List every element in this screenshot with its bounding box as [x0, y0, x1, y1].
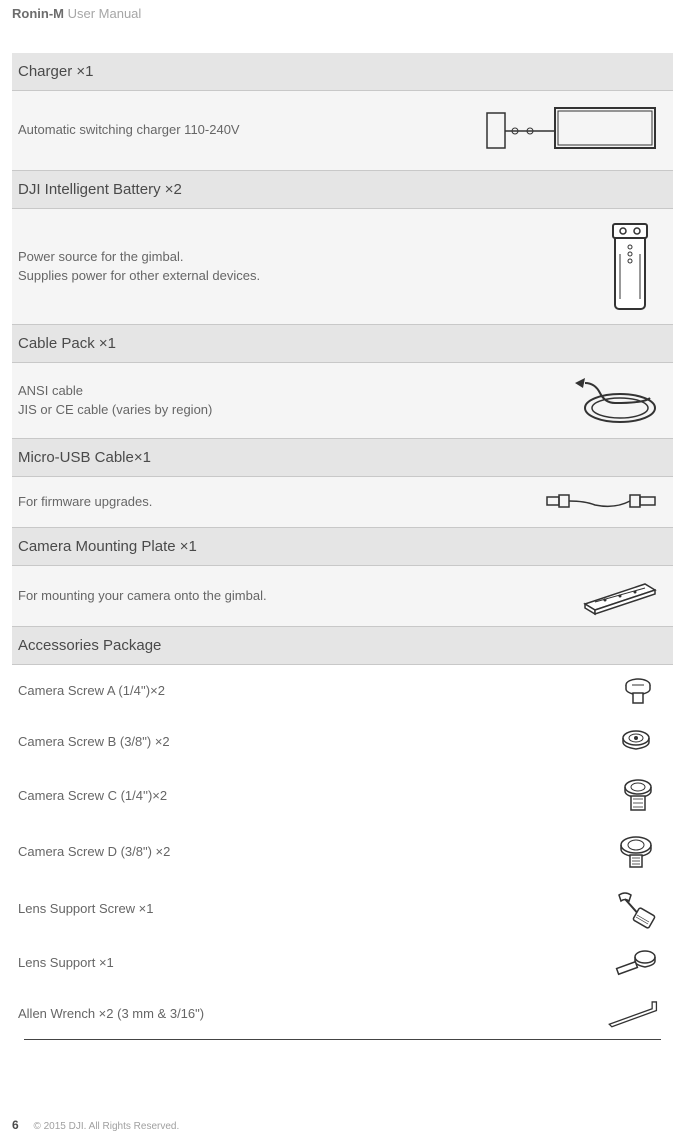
copyright-text: © 2015 DJI. All Rights Reserved.: [33, 1121, 179, 1132]
accessory-row: Lens Support ×1: [12, 937, 673, 988]
accessory-label: Camera Screw B (3/8") ×2: [18, 734, 170, 749]
microusb-icon: [545, 487, 665, 517]
section-body-charger: Automatic switching charger 110-240V: [12, 91, 673, 171]
manual-label: User Manual: [64, 6, 141, 21]
accessory-row: Lens Support Screw ×1: [12, 879, 673, 937]
section-header-accessories: Accessories Package: [12, 627, 673, 665]
allen-wrench-icon: [605, 996, 665, 1031]
accessory-label: Allen Wrench ×2 (3 mm & 3/16"): [18, 1006, 204, 1021]
screw-b-icon: [605, 724, 665, 759]
screw-d-icon: [605, 831, 665, 871]
accessory-row: Camera Screw C (1/4'')×2: [12, 767, 673, 823]
charger-desc: Automatic switching charger 110-240V: [18, 121, 240, 140]
microusb-desc: For firmware upgrades.: [18, 493, 152, 512]
page-footer: 6 © 2015 DJI. All Rights Reserved.: [12, 1118, 179, 1132]
cablepack-desc: ANSI cableJIS or CE cable (varies by reg…: [18, 382, 212, 420]
content-area: Charger ×1 Automatic switching charger 1…: [0, 25, 685, 1040]
battery-icon: [595, 219, 665, 314]
plate-icon: [575, 576, 665, 616]
screw-a-icon: [605, 673, 665, 708]
section-header-plate: Camera Mounting Plate ×1: [12, 528, 673, 566]
manual-header: Ronin-M User Manual: [0, 0, 685, 25]
section-header-microusb: Micro-USB Cable×1: [12, 439, 673, 477]
accessory-label: Camera Screw C (1/4'')×2: [18, 788, 167, 803]
accessories-list: Camera Screw A (1/4'')×2 Camera Screw B …: [12, 665, 673, 1039]
section-header-battery: DJI Intelligent Battery ×2: [12, 171, 673, 209]
screw-c-icon: [605, 775, 665, 815]
lens-support-icon: [605, 945, 665, 980]
accessory-row: Camera Screw A (1/4'')×2: [12, 665, 673, 716]
accessory-label: Lens Support ×1: [18, 955, 114, 970]
section-body-microusb: For firmware upgrades.: [12, 477, 673, 528]
accessory-row: Camera Screw B (3/8") ×2: [12, 716, 673, 767]
section-body-battery: Power source for the gimbal.Supplies pow…: [12, 209, 673, 325]
section-header-cablepack: Cable Pack ×1: [12, 325, 673, 363]
battery-desc: Power source for the gimbal.Supplies pow…: [18, 248, 260, 286]
section-body-plate: For mounting your camera onto the gimbal…: [12, 566, 673, 627]
bottom-rule: [24, 1039, 661, 1040]
section-body-cablepack: ANSI cableJIS or CE cable (varies by reg…: [12, 363, 673, 439]
plate-desc: For mounting your camera onto the gimbal…: [18, 587, 267, 606]
section-header-charger: Charger ×1: [12, 53, 673, 91]
accessory-label: Camera Screw A (1/4'')×2: [18, 683, 165, 698]
accessory-label: Lens Support Screw ×1: [18, 901, 154, 916]
cablepack-icon: [565, 373, 665, 428]
accessory-label: Camera Screw D (3/8") ×2: [18, 844, 170, 859]
product-name: Ronin-M: [12, 6, 64, 21]
lens-screw-icon: [605, 887, 665, 929]
accessory-row: Allen Wrench ×2 (3 mm & 3/16"): [12, 988, 673, 1039]
accessory-row: Camera Screw D (3/8") ×2: [12, 823, 673, 879]
charger-icon: [485, 103, 665, 158]
page-number: 6: [12, 1118, 19, 1132]
